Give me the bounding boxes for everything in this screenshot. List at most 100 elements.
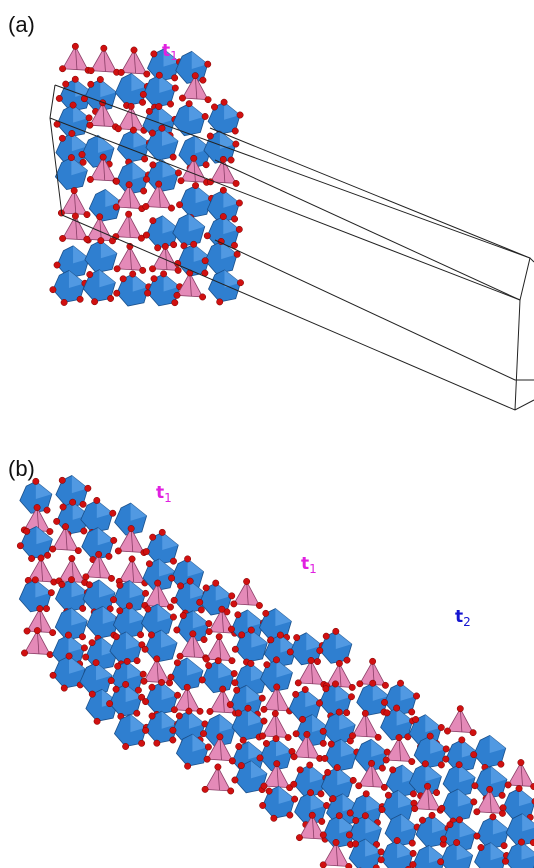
oxygen: [192, 72, 198, 78]
oxygen: [453, 839, 459, 845]
oxygen: [156, 72, 162, 78]
oxygen: [474, 833, 480, 839]
oxygen: [293, 634, 299, 640]
label-sub: 2: [463, 615, 471, 629]
oxygen: [150, 217, 156, 223]
oxygen: [287, 812, 293, 818]
oxygen: [141, 678, 147, 684]
oxygen: [143, 203, 149, 209]
oxygen: [122, 681, 128, 687]
oxygen: [357, 681, 363, 687]
oxygen: [427, 733, 433, 739]
oxygen: [233, 687, 239, 693]
oxygen: [168, 575, 174, 581]
oxygen: [115, 548, 121, 554]
label-sub: 1: [164, 491, 172, 505]
oxygen: [472, 783, 478, 789]
oxygen: [171, 75, 177, 81]
oxygen: [236, 743, 242, 749]
oxygen: [174, 627, 180, 633]
oxygen: [307, 789, 313, 795]
oxygen: [323, 633, 329, 639]
oxygen: [50, 672, 56, 678]
oxygen: [304, 731, 310, 737]
oxygen: [349, 733, 355, 739]
oxygen: [486, 786, 492, 792]
oxygen: [228, 157, 234, 163]
oxygen: [101, 45, 107, 51]
oxygen: [346, 863, 352, 868]
oxygen: [248, 660, 254, 666]
oxygen: [322, 755, 328, 761]
oxygen: [107, 295, 113, 301]
oxygen: [38, 555, 44, 561]
oxygen: [393, 705, 399, 711]
oxygen: [274, 760, 280, 766]
label-letter: t: [162, 41, 170, 61]
label-letter: t: [301, 554, 309, 574]
oxygen: [168, 205, 174, 211]
oxygen: [285, 734, 291, 740]
oxygen: [516, 785, 522, 791]
cell-edge: [50, 85, 55, 118]
oxygen: [382, 682, 388, 688]
oxygen: [151, 51, 157, 57]
oxygen: [21, 650, 27, 656]
oxygen: [353, 817, 359, 823]
oxygen: [318, 791, 324, 797]
oxygen: [219, 606, 225, 612]
oxygen: [144, 290, 150, 296]
oxygen: [234, 251, 240, 257]
oxygen: [82, 654, 88, 660]
oxygen: [174, 692, 180, 698]
oxygen: [204, 233, 210, 239]
oxygen: [266, 788, 272, 794]
oxygen: [233, 180, 239, 186]
oxygen: [126, 181, 132, 187]
oxygen: [440, 836, 446, 842]
oxygen: [170, 558, 176, 564]
oxygen: [186, 100, 192, 106]
oxygen: [233, 141, 239, 147]
oxygen: [59, 477, 65, 483]
oxygen: [114, 290, 120, 296]
oxygen: [139, 99, 145, 105]
oxygen: [86, 582, 92, 588]
oxygen: [87, 176, 93, 182]
oxygen: [113, 204, 119, 210]
oxygen: [324, 769, 330, 775]
oxygen: [293, 731, 299, 737]
oxygen: [217, 734, 223, 740]
oxygen: [142, 727, 148, 733]
oxygen: [62, 523, 68, 529]
oxygen: [84, 211, 90, 217]
oxygen: [412, 805, 418, 811]
oxygen: [256, 602, 262, 608]
oxygen: [151, 275, 157, 281]
oxygen: [170, 154, 176, 160]
oxygen: [167, 604, 173, 610]
oxygen: [154, 740, 160, 746]
oxygen: [100, 154, 106, 160]
oxygen: [184, 556, 190, 562]
oxygen: [261, 783, 267, 789]
oxygen: [160, 271, 166, 277]
oxygen: [409, 709, 415, 715]
oxygen: [81, 645, 87, 651]
oxygen: [148, 632, 154, 638]
oxygen: [69, 130, 75, 136]
oxygen: [174, 292, 180, 298]
oxygen: [50, 286, 56, 292]
oxygen: [93, 659, 99, 665]
oxygen: [91, 298, 97, 304]
oxygen: [166, 680, 172, 686]
oxygen: [320, 728, 326, 734]
oxygen: [277, 632, 283, 638]
oxygen: [60, 504, 66, 510]
oxygen: [228, 788, 234, 794]
oxygen: [140, 671, 146, 677]
oxygen: [128, 525, 134, 531]
label: t2: [455, 607, 471, 629]
oxygen: [154, 656, 160, 662]
oxygen: [202, 786, 208, 792]
